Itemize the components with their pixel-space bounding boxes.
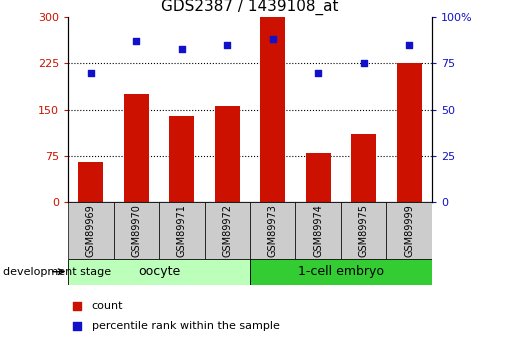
Bar [215, 107, 240, 202]
Text: 1-cell embryo: 1-cell embryo [298, 265, 384, 278]
Bar [396, 63, 422, 202]
Point [314, 70, 322, 76]
Bar [351, 134, 376, 202]
Text: GSM89970: GSM89970 [131, 204, 141, 257]
Text: GSM89972: GSM89972 [222, 204, 232, 257]
Text: GSM89971: GSM89971 [177, 204, 187, 257]
Bar [205, 202, 250, 259]
Text: oocyte: oocyte [138, 265, 180, 278]
Bar [250, 259, 432, 285]
Point [73, 323, 81, 328]
Bar [78, 162, 104, 202]
Point [269, 37, 277, 42]
Bar [68, 259, 250, 285]
Bar [114, 202, 159, 259]
Point [178, 46, 186, 51]
Bar [250, 202, 295, 259]
Text: GSM89975: GSM89975 [359, 204, 369, 257]
Bar [386, 202, 432, 259]
Text: percentile rank within the sample: percentile rank within the sample [92, 321, 280, 331]
Bar [295, 202, 341, 259]
Bar [260, 17, 285, 202]
Point [132, 39, 140, 44]
Title: GDS2387 / 1439108_at: GDS2387 / 1439108_at [161, 0, 339, 14]
Bar [68, 202, 114, 259]
Text: development stage: development stage [3, 267, 111, 277]
Point [405, 42, 413, 48]
Text: GSM89974: GSM89974 [313, 204, 323, 257]
Text: count: count [92, 301, 123, 311]
Text: GSM89969: GSM89969 [86, 204, 96, 257]
Bar [124, 94, 149, 202]
Bar [341, 202, 386, 259]
Bar [306, 152, 331, 202]
Text: GSM89999: GSM89999 [404, 204, 414, 257]
Point [223, 42, 231, 48]
Point [87, 70, 95, 76]
Bar [159, 202, 205, 259]
Point [360, 61, 368, 66]
Point [73, 303, 81, 308]
Bar [169, 116, 194, 202]
Text: GSM89973: GSM89973 [268, 204, 278, 257]
